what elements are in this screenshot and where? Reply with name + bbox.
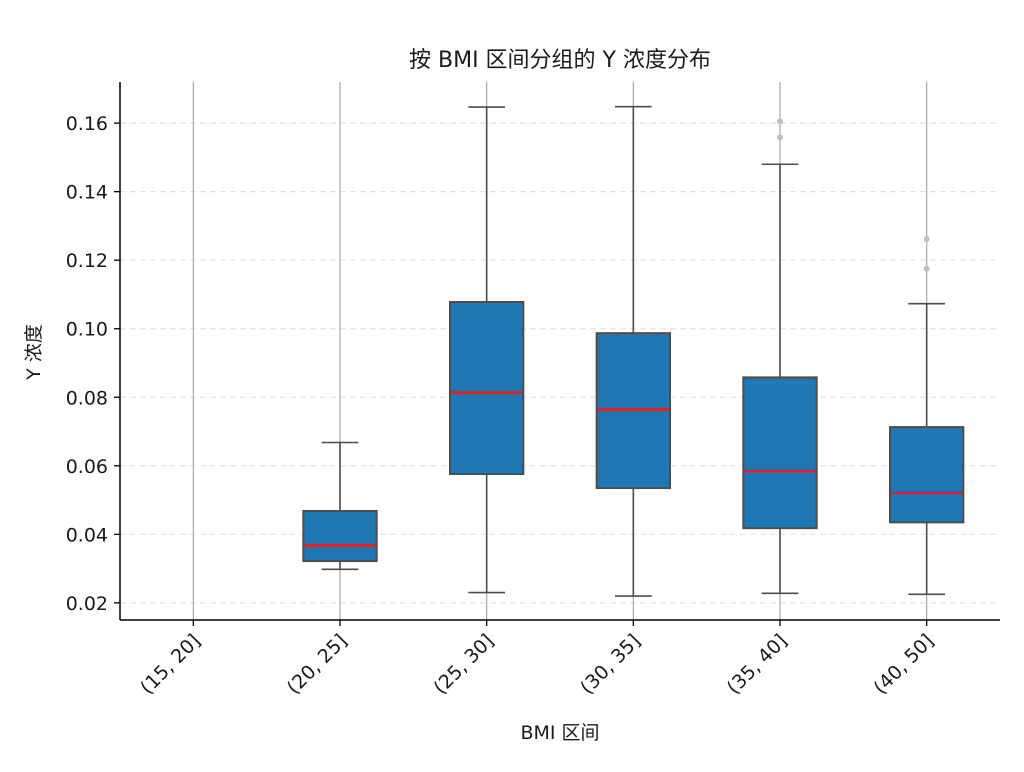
chart-title: 按 BMI 区间分组的 Y 浓度分布 — [409, 48, 711, 73]
y-tick-label: 0.02 — [66, 593, 108, 615]
x-tick-label: (40, 50] — [869, 630, 938, 699]
y-tick-label: 0.06 — [66, 456, 108, 478]
outlier-point — [777, 118, 783, 125]
box-4 — [742, 118, 818, 595]
box-iqr — [302, 510, 378, 563]
boxes — [302, 105, 965, 597]
x-tick-label: (25, 30] — [429, 630, 498, 699]
box-5 — [889, 235, 965, 596]
y-tick-label: 0.16 — [66, 113, 108, 135]
x-ticks: (15, 20] (20, 25] (25, 30] (30, 35] (35, 40]… — [136, 620, 938, 699]
x-axis-label: BMI 区间 — [520, 722, 599, 744]
outlier-point — [923, 265, 930, 272]
x-tick-label: (20, 25] — [283, 630, 352, 699]
y-tick-label: 0.12 — [66, 250, 108, 272]
box-2 — [449, 106, 525, 594]
box-iqr — [889, 426, 965, 524]
outlier-point — [777, 134, 783, 141]
x-tick-label: (30, 35] — [576, 630, 645, 699]
y-tick-label: 0.08 — [66, 387, 108, 409]
y-tick-label: 0.10 — [66, 319, 108, 341]
y-axis-label: Y 浓度 — [23, 324, 45, 381]
box-3 — [595, 105, 672, 597]
x-tick-label: (15, 20] — [136, 630, 205, 699]
outlier-point — [923, 235, 930, 242]
box-1 — [302, 441, 378, 571]
gridlines — [120, 122, 1000, 604]
y-ticks: 0.02 0.04 0.06 0.08 0.10 0.12 0.14 0.16 — [66, 113, 120, 615]
x-tick-label: (35, 40] — [723, 630, 792, 699]
y-tick-label: 0.04 — [66, 524, 108, 546]
box-iqr — [449, 300, 525, 476]
axes — [119, 82, 1000, 621]
box-iqr — [742, 376, 818, 530]
y-tick-label: 0.14 — [66, 182, 108, 204]
